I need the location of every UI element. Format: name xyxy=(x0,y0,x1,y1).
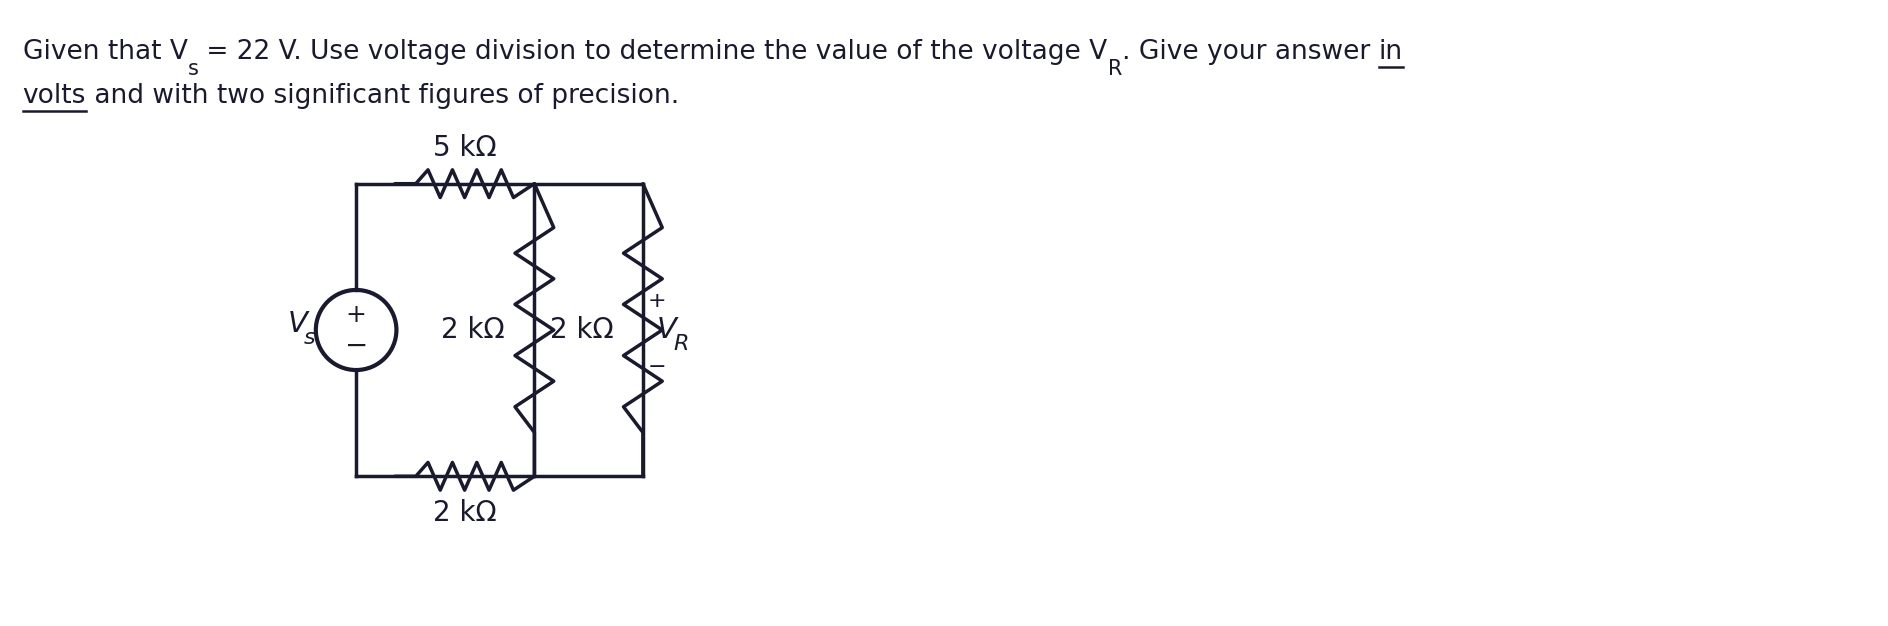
Text: s: s xyxy=(187,59,198,79)
Text: volts: volts xyxy=(23,83,87,110)
Text: +: + xyxy=(648,290,666,310)
Text: 2 kΩ: 2 kΩ xyxy=(549,316,614,344)
Text: −: − xyxy=(344,331,368,359)
Text: in: in xyxy=(1378,39,1403,66)
Text: . Give your answer: . Give your answer xyxy=(1121,39,1378,66)
Text: R: R xyxy=(674,334,689,354)
Text: +: + xyxy=(346,302,366,327)
Text: −: − xyxy=(648,357,666,377)
Text: 5 kΩ: 5 kΩ xyxy=(432,134,497,162)
Text: V: V xyxy=(657,316,676,344)
Text: R: R xyxy=(1108,59,1121,79)
Text: 2 kΩ: 2 kΩ xyxy=(432,500,497,527)
Text: 2 kΩ: 2 kΩ xyxy=(442,316,504,344)
Text: s: s xyxy=(304,327,315,347)
Text: and with two significant figures of precision.: and with two significant figures of prec… xyxy=(87,83,680,110)
Text: = 22 V. Use voltage division to determine the value of the voltage V: = 22 V. Use voltage division to determin… xyxy=(198,39,1108,66)
Text: Given that V: Given that V xyxy=(23,39,187,66)
Text: V: V xyxy=(289,310,308,338)
